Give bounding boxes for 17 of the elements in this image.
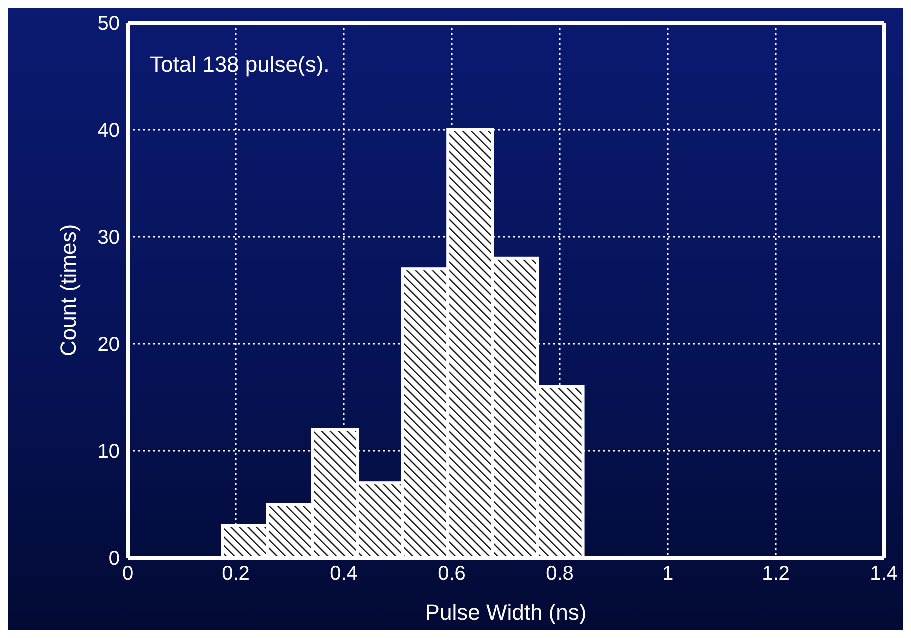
x-tick-label: 0.4 (330, 563, 358, 586)
x-tick-label: 0 (122, 563, 134, 586)
y-tick-label: 40 (98, 120, 120, 142)
x-tick-label: 1.4 (870, 563, 898, 586)
annotation: Total 138 pulse(s). (150, 52, 330, 78)
y-axis-title: Count (times) (56, 224, 81, 357)
y-tick-label: 20 (98, 334, 120, 356)
x-axis-title: Pulse Width (ns) (425, 600, 587, 625)
x-tick-label: 1.2 (762, 563, 790, 586)
x-tick-label: 0.6 (438, 563, 466, 586)
x-tick-label: 1 (662, 563, 674, 586)
x-tick-label: 0.8 (546, 563, 574, 586)
y-tick-label: 30 (98, 227, 120, 250)
y-tick-label: 50 (98, 13, 120, 36)
y-tick-label: 0 (108, 548, 120, 570)
x-tick-label: 0.2 (222, 563, 250, 586)
y-tick-label: 10 (98, 441, 120, 464)
